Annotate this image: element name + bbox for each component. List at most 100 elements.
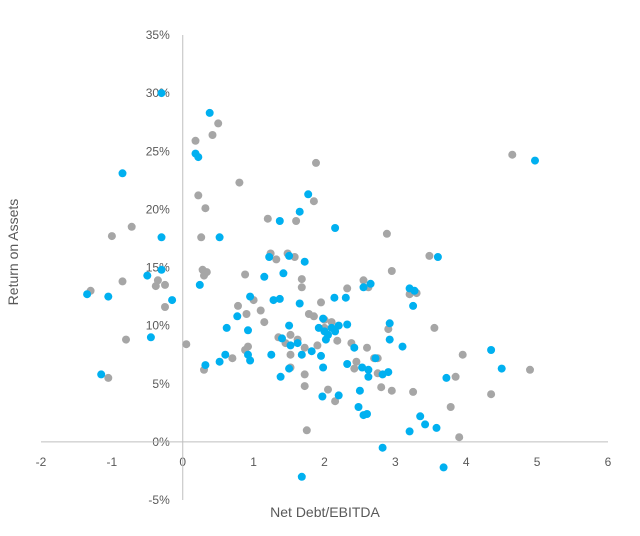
data-point bbox=[127, 222, 136, 231]
data-point bbox=[300, 257, 309, 266]
data-point bbox=[364, 372, 373, 381]
data-point bbox=[531, 156, 539, 165]
data-point bbox=[286, 341, 295, 350]
data-point bbox=[246, 292, 255, 301]
data-point bbox=[387, 267, 396, 275]
data-point bbox=[242, 310, 251, 318]
x-tick-label: 4 bbox=[463, 455, 470, 469]
data-point bbox=[432, 423, 441, 432]
data-point bbox=[331, 224, 340, 232]
data-point bbox=[205, 108, 214, 117]
data-point bbox=[168, 296, 177, 305]
data-point bbox=[382, 229, 391, 238]
data-point bbox=[313, 341, 322, 350]
data-point bbox=[366, 279, 375, 288]
data-point bbox=[285, 364, 294, 373]
data-point bbox=[157, 89, 166, 98]
x-tick-label: 1 bbox=[250, 455, 257, 469]
x-tick-label: -1 bbox=[107, 455, 118, 469]
x-axis-tick-labels: -2-10123456 bbox=[36, 455, 612, 469]
data-point bbox=[331, 397, 340, 406]
data-point bbox=[300, 382, 309, 391]
data-point bbox=[446, 403, 455, 411]
data-point bbox=[378, 443, 387, 452]
y-tick-label: -5% bbox=[148, 493, 170, 507]
x-tick-label: -2 bbox=[36, 455, 47, 469]
data-point bbox=[358, 363, 367, 372]
data-point bbox=[309, 312, 318, 321]
data-point bbox=[304, 190, 313, 199]
data-point bbox=[182, 340, 191, 349]
data-point bbox=[157, 233, 166, 242]
data-point bbox=[197, 233, 206, 242]
data-point bbox=[297, 350, 306, 359]
data-point bbox=[246, 356, 255, 365]
data-point bbox=[385, 335, 394, 344]
data-point bbox=[208, 131, 217, 139]
data-point bbox=[241, 270, 250, 279]
data-point bbox=[146, 333, 155, 342]
data-point bbox=[302, 426, 311, 435]
data-point bbox=[526, 365, 534, 374]
data-point bbox=[334, 391, 343, 400]
data-point bbox=[359, 276, 368, 285]
data-point bbox=[377, 383, 386, 392]
data-point bbox=[309, 197, 318, 206]
data-point bbox=[256, 306, 265, 315]
data-point bbox=[161, 280, 169, 289]
y-axis-title: Return on Assets bbox=[5, 199, 21, 306]
data-point bbox=[384, 368, 393, 377]
data-point bbox=[324, 385, 332, 394]
data-point bbox=[350, 343, 359, 352]
data-point bbox=[201, 361, 210, 370]
data-point bbox=[307, 347, 316, 356]
data-point bbox=[104, 373, 113, 382]
data-point bbox=[363, 343, 371, 352]
data-point bbox=[286, 330, 295, 339]
data-point bbox=[343, 320, 352, 329]
data-point bbox=[215, 357, 224, 366]
data-point bbox=[341, 293, 350, 302]
data-point bbox=[272, 255, 281, 264]
data-point bbox=[118, 277, 127, 286]
data-point bbox=[267, 350, 276, 359]
data-point bbox=[278, 334, 286, 343]
data-point bbox=[122, 335, 130, 344]
data-point bbox=[201, 204, 210, 213]
data-point bbox=[195, 280, 204, 289]
data-point bbox=[234, 301, 242, 310]
data-point bbox=[318, 392, 327, 401]
data-point bbox=[319, 363, 328, 372]
y-tick-label: 20% bbox=[146, 202, 170, 216]
data-point bbox=[157, 265, 166, 274]
data-point bbox=[269, 296, 278, 305]
data-point bbox=[354, 403, 363, 411]
data-point bbox=[293, 339, 302, 348]
data-point bbox=[398, 342, 407, 351]
data-point bbox=[410, 286, 419, 295]
data-point bbox=[194, 153, 203, 162]
data-point bbox=[275, 217, 284, 225]
data-point bbox=[352, 357, 361, 366]
data-point bbox=[300, 370, 309, 379]
data-point bbox=[260, 272, 269, 281]
data-point bbox=[430, 323, 439, 332]
data-point bbox=[194, 191, 203, 200]
data-point bbox=[161, 303, 169, 311]
data-point bbox=[387, 386, 396, 395]
data-point bbox=[458, 350, 467, 359]
data-point bbox=[433, 253, 442, 261]
data-point bbox=[317, 298, 325, 307]
data-point bbox=[297, 283, 306, 292]
data-point bbox=[319, 314, 328, 323]
data-point bbox=[107, 232, 116, 241]
data-point bbox=[285, 321, 294, 330]
data-point bbox=[276, 372, 285, 381]
y-tick-label: 25% bbox=[146, 144, 170, 158]
data-point bbox=[275, 294, 284, 303]
data-point bbox=[364, 365, 373, 374]
data-point bbox=[343, 284, 352, 293]
data-point bbox=[487, 390, 496, 399]
data-point bbox=[405, 427, 414, 436]
